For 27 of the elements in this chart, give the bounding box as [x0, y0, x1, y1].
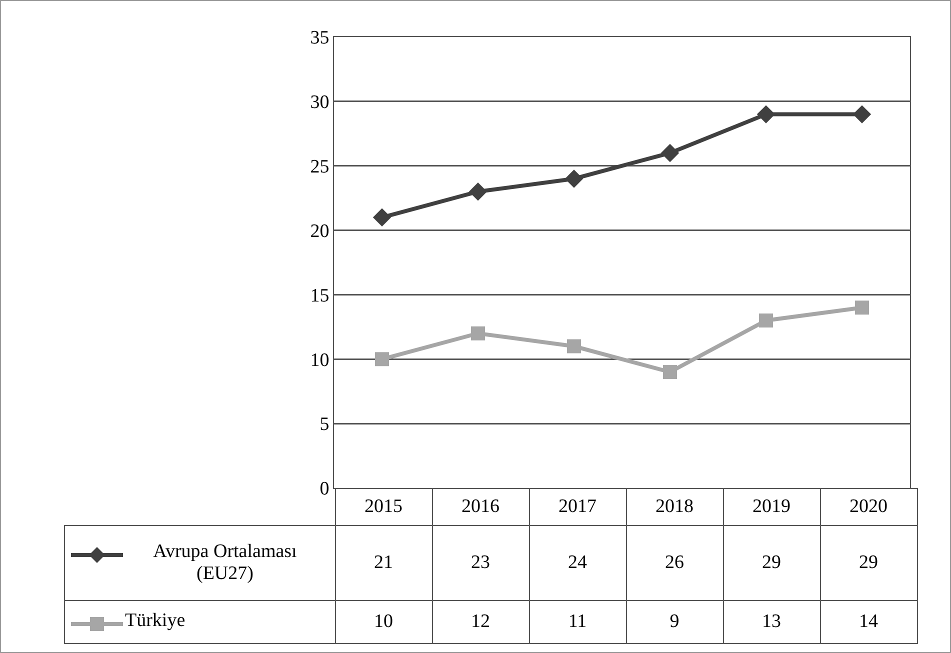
x-tick-label: 2020: [820, 488, 917, 526]
data-label: 11: [529, 600, 626, 644]
x-tick-label: 2016: [432, 488, 529, 526]
y-tick-label: 30: [310, 92, 330, 114]
x-tick-label: 2015: [335, 488, 432, 526]
y-tick-label: 10: [310, 350, 330, 371]
x-tick-label: 2019: [723, 488, 820, 526]
y-tick-label: 0: [320, 478, 330, 500]
data-label: 13: [723, 600, 820, 644]
y-tick-label: 35: [310, 28, 330, 49]
data-label: 24: [529, 526, 626, 600]
data-label: 29: [723, 526, 820, 600]
legend-label: Avrupa Ortalaması (EU27): [152, 541, 298, 585]
y-tick-label: 25: [310, 156, 330, 178]
x-tick-label: 2018: [626, 488, 723, 526]
data-label: 14: [820, 600, 917, 644]
y-tick-label: 20: [310, 220, 330, 242]
data-label: 23: [432, 526, 529, 600]
data-label: 21: [335, 526, 432, 600]
x-tick-label: 2017: [529, 488, 626, 526]
legend-label: Türkiye: [125, 610, 186, 632]
y-tick-label: 5: [320, 414, 330, 436]
data-label: 9: [626, 600, 723, 644]
data-label: 12: [432, 600, 529, 644]
data-label: 26: [626, 526, 723, 600]
data-label: 29: [820, 526, 917, 600]
y-tick-label: 15: [310, 285, 330, 306]
